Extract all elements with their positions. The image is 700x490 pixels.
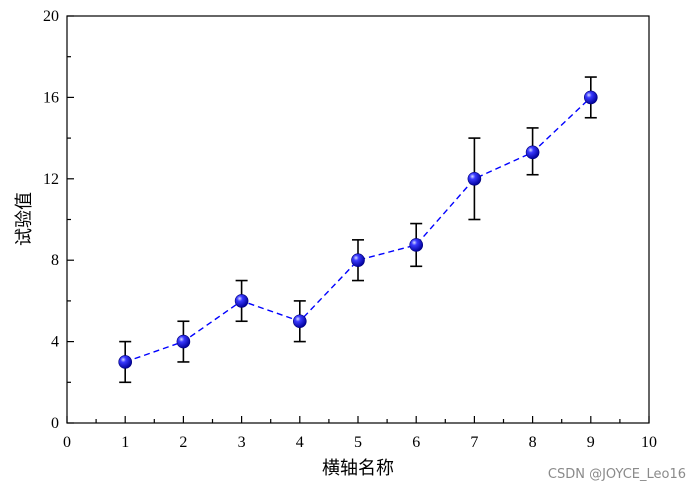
x-tick-label: 7 [470,434,478,451]
x-tick-label: 1 [121,434,129,451]
x-tick-label: 6 [412,434,420,451]
x-tick-label: 2 [179,434,187,451]
data-series [118,76,598,384]
y-tick-label: 20 [43,8,59,25]
y-tick-label: 0 [51,415,59,432]
y-tick-label: 4 [51,334,59,351]
axis-ticks [66,15,650,424]
x-tick-label: 9 [587,434,595,451]
x-tick-label: 10 [641,434,657,451]
y-tick-label: 16 [43,89,59,106]
data-point [351,253,365,268]
y-tick-label: 12 [43,171,59,188]
x-tick-label: 4 [296,434,304,451]
data-point [467,172,482,186]
data-point [525,145,540,160]
x-tick-label: 8 [529,434,537,451]
x-tick-label: 0 [63,434,71,451]
data-point [583,90,598,105]
data-point [409,238,424,252]
data-point [118,355,132,369]
data-point [176,334,191,349]
series-line [124,96,592,363]
x-tick-label: 5 [354,434,362,451]
x-tick-label: 3 [238,434,246,451]
x-axis-title: 横轴名称 [322,458,394,479]
plot-frame [66,15,650,424]
watermark: CSDN @JOYCE_Leo16 [547,467,686,482]
data-point [234,294,249,308]
y-axis-title: 试验值 [14,192,35,246]
y-tick-label: 8 [51,252,59,269]
data-point [292,314,307,329]
